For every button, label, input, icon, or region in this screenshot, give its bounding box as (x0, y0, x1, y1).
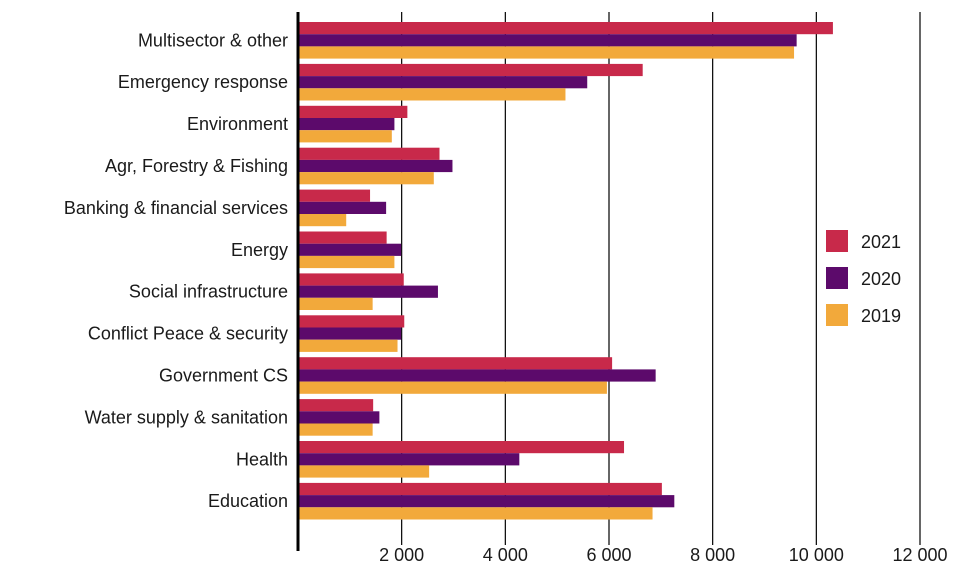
bar-2019-1 (298, 88, 566, 101)
category-label: Banking & financial services (64, 198, 288, 218)
bar-2020-1 (298, 76, 588, 89)
bar-2019-7 (298, 339, 398, 352)
bar-2020-8 (298, 369, 656, 382)
category-label: Conflict Peace & security (88, 324, 288, 344)
x-tick-label: 12 000 (892, 545, 947, 563)
bars (298, 22, 833, 520)
bar-2021-0 (298, 22, 833, 35)
bar-2020-9 (298, 411, 380, 424)
category-label: Environment (187, 114, 288, 134)
bar-2019-11 (298, 507, 653, 520)
x-tick-labels: 2 000 4 000 6 000 8 000 10 000 12 000 (379, 545, 947, 563)
category-label: Multisector & other (138, 30, 288, 50)
bar-2021-6 (298, 273, 404, 286)
legend-label: 2019 (861, 306, 901, 326)
category-label: Emergency response (118, 72, 288, 92)
legend-label: 2021 (861, 232, 901, 252)
bar-2020-5 (298, 243, 402, 256)
bar-2020-10 (298, 453, 520, 466)
bar-2021-11 (298, 482, 662, 496)
bar-2021-3 (298, 147, 440, 160)
category-label: Agr, Forestry & Fishing (105, 156, 288, 176)
bar-2019-3 (298, 172, 434, 185)
bar-2021-9 (298, 399, 374, 412)
category-label: Water supply & sanitation (85, 407, 288, 427)
bar-2020-2 (298, 118, 395, 131)
bar-2019-9 (298, 423, 373, 436)
x-tick-label: 10 000 (789, 545, 844, 563)
bar-2021-4 (298, 189, 371, 202)
legend-swatch (826, 230, 848, 252)
bar-2020-11 (298, 495, 675, 508)
bar-2019-6 (298, 297, 373, 310)
x-tick-label: 2 000 (379, 545, 424, 563)
bar-2019-8 (298, 381, 607, 394)
category-label: Social infrastructure (129, 282, 288, 302)
bar-2021-2 (298, 105, 408, 118)
bar-2021-1 (298, 63, 643, 77)
bar-2019-4 (298, 214, 347, 227)
legend-item-2019: 2019 (826, 304, 901, 326)
bar-2021-10 (298, 441, 625, 454)
bar-2019-0 (298, 46, 795, 59)
category-label: Education (208, 491, 288, 511)
x-tick-label: 4 000 (483, 545, 528, 563)
bar-2021-8 (298, 357, 613, 370)
legend-label: 2020 (861, 269, 901, 289)
bar-2020-0 (298, 34, 797, 47)
bar-2019-2 (298, 130, 392, 143)
category-label: Energy (231, 240, 288, 260)
x-tick-label: 6 000 (586, 545, 631, 563)
category-label: Government CS (159, 366, 288, 386)
bar-2020-6 (298, 285, 438, 298)
legend-item-2020: 2020 (826, 267, 901, 289)
bar-2020-3 (298, 159, 453, 173)
legend-swatch (826, 304, 848, 326)
category-labels: Multisector & other Emergency response Env… (64, 30, 288, 511)
category-label: Health (236, 449, 288, 469)
bar-2019-10 (298, 465, 430, 478)
legend: 2021 2020 2019 (826, 230, 901, 326)
legend-swatch (826, 267, 848, 289)
bar-2019-5 (298, 255, 395, 269)
x-tick-label: 8 000 (690, 545, 735, 563)
bar-2021-5 (298, 231, 387, 244)
bar-2020-4 (298, 201, 387, 214)
legend-item-2021: 2021 (826, 230, 901, 252)
bar-2020-7 (298, 327, 402, 340)
bar-2021-7 (298, 315, 405, 328)
